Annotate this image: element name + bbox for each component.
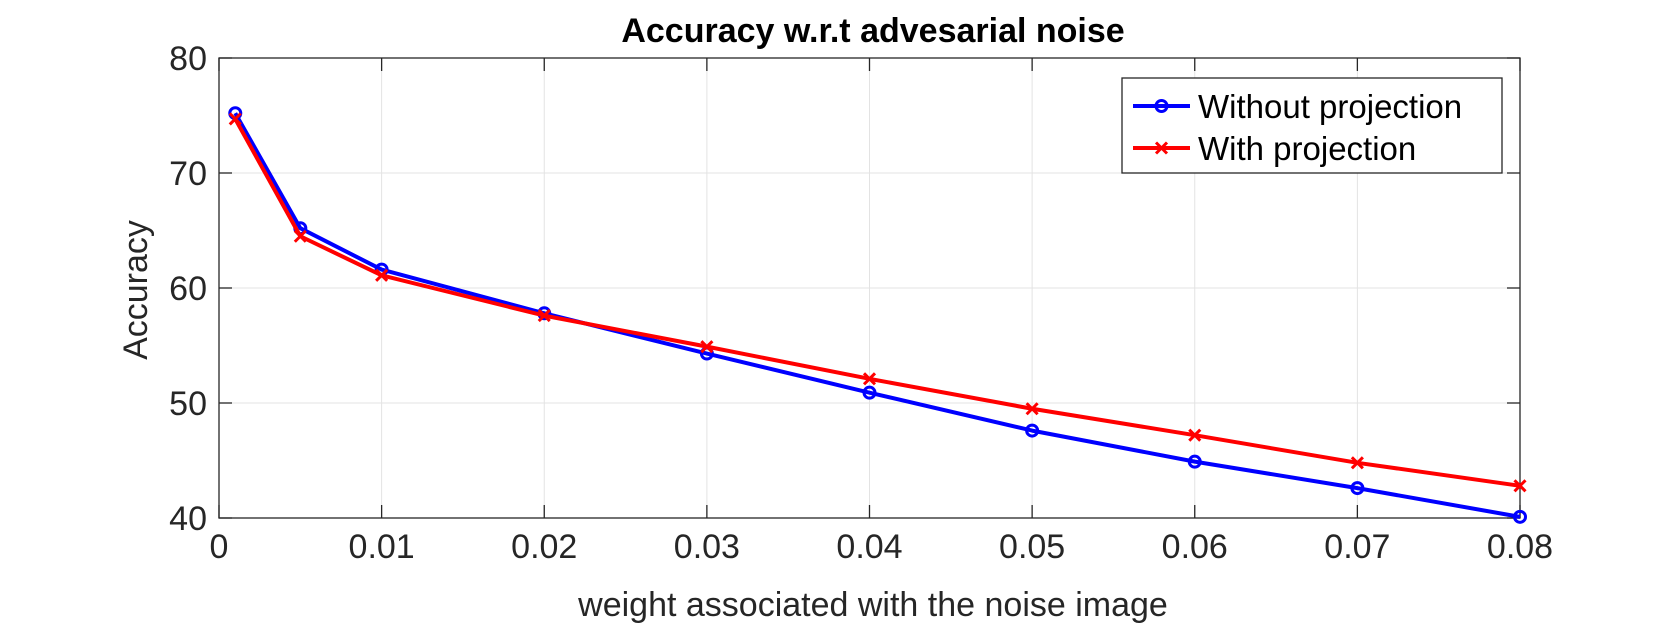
x-axis-label: weight associated with the noise image <box>577 586 1168 624</box>
marker-stroke <box>1188 428 1202 442</box>
x-tick-label: 0.07 <box>1324 528 1390 566</box>
tick-labels: 0 0.01 0.02 0.03 0.04 0.05 0.06 0.07 0.08 40 50 60 7… <box>169 40 1553 566</box>
legend: Without projection With projection <box>1121 77 1503 174</box>
marker-stroke <box>1154 141 1169 155</box>
data-point <box>1513 479 1527 493</box>
marker-stroke <box>862 372 877 386</box>
legend-swatch-marker <box>1154 141 1169 155</box>
x-tick-label: 0.03 <box>674 528 740 566</box>
marker-stroke <box>1025 402 1039 416</box>
x-tick-label: 0.06 <box>1162 528 1228 566</box>
x-tick-label: 0.01 <box>349 528 415 566</box>
x-tick-label: 0.05 <box>999 528 1065 566</box>
legend-entry: Without projection <box>1133 88 1462 125</box>
data-point <box>1025 402 1039 416</box>
legend-swatch-marker <box>1154 99 1169 113</box>
series-without-projection <box>228 106 1527 524</box>
data-point <box>375 268 389 282</box>
data-point <box>228 112 242 126</box>
y-axis-label: Accuracy <box>117 220 155 360</box>
data-point <box>1188 428 1202 442</box>
x-tick-label: 0.04 <box>836 528 902 566</box>
data-point <box>862 372 877 386</box>
data-point <box>700 340 714 354</box>
y-tick-label: 70 <box>169 155 207 193</box>
legend-entry: With projection <box>1133 130 1416 167</box>
marker-stroke <box>537 309 551 323</box>
marker-stroke <box>293 229 307 243</box>
legend-box <box>1121 77 1503 174</box>
series-line <box>233 112 1521 519</box>
x-tick-label: 0.08 <box>1487 528 1553 566</box>
y-tick-label: 50 <box>169 385 207 423</box>
marker-stroke <box>375 268 389 282</box>
y-tick-label: 40 <box>169 500 207 538</box>
data-point <box>862 385 877 400</box>
y-tick-label: 60 <box>169 270 207 308</box>
legend-label: With projection <box>1198 130 1416 167</box>
data-point <box>293 229 307 243</box>
y-tick-label: 80 <box>169 40 207 78</box>
x-tick-label: 0.02 <box>511 528 577 566</box>
legend-label: Without projection <box>1198 88 1462 125</box>
series-layer <box>228 106 1527 524</box>
marker-stroke <box>700 340 714 354</box>
chart-title: Accuracy w.r.t advesarial noise <box>621 12 1124 50</box>
x-tick-label: 0 <box>210 528 229 566</box>
series-with-projection <box>228 112 1527 493</box>
data-point <box>1350 456 1364 470</box>
marker-stroke <box>1350 456 1364 470</box>
data-point <box>1513 509 1527 524</box>
data-point <box>1350 481 1365 496</box>
series-line <box>233 117 1521 488</box>
data-point <box>1025 423 1040 438</box>
data-point <box>537 309 551 323</box>
marker-stroke <box>1513 479 1527 493</box>
data-point <box>1187 454 1202 469</box>
marker-stroke <box>228 112 242 126</box>
